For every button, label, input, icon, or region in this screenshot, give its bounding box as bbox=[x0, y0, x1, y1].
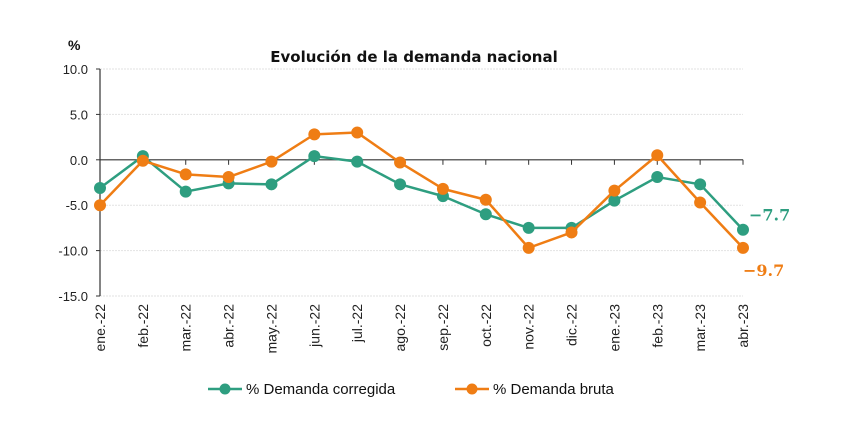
data-point bbox=[136, 154, 149, 167]
series bbox=[94, 126, 749, 254]
data-point bbox=[694, 196, 707, 209]
x-tick-label: ene.-23 bbox=[606, 304, 622, 352]
x-tick-label: dic.-22 bbox=[564, 304, 580, 346]
chart-title: Evolución de la demanda nacional bbox=[270, 48, 558, 66]
data-point bbox=[737, 223, 749, 236]
x-tick-label: mar.-23 bbox=[692, 304, 708, 352]
y-axis-unit-label: % bbox=[68, 37, 81, 53]
x-tick-label: abr.-22 bbox=[221, 304, 237, 348]
end-value-label: −7.7 bbox=[749, 206, 790, 225]
data-point bbox=[522, 221, 535, 234]
x-tick-label: ene.-22 bbox=[92, 304, 108, 352]
y-axis-ticks: 10.0 5.0 0.0 -5.0 -10.0 -15.0 bbox=[58, 62, 88, 304]
legend-label: % Demanda bruta bbox=[493, 381, 615, 398]
series-line bbox=[99, 154, 744, 231]
x-tick-label: sep.-22 bbox=[435, 304, 451, 351]
data-point bbox=[694, 178, 707, 191]
x-tick-label: mar.-22 bbox=[178, 304, 194, 352]
data-point bbox=[737, 241, 749, 254]
data-point bbox=[222, 171, 235, 184]
data-point bbox=[94, 199, 106, 212]
legend-swatch-marker bbox=[466, 383, 478, 395]
data-point bbox=[479, 193, 492, 206]
x-tick-label: ago.-22 bbox=[392, 304, 408, 352]
x-tick-label: jun.-22 bbox=[306, 304, 322, 348]
x-tick-label: feb.-22 bbox=[135, 304, 151, 348]
x-tick-label: may.-22 bbox=[263, 304, 279, 354]
y-tick-label: -15.0 bbox=[58, 289, 88, 304]
gridlines bbox=[100, 68, 743, 297]
data-point bbox=[179, 185, 192, 198]
data-point bbox=[351, 126, 364, 139]
legend-item: % Demanda corregida bbox=[208, 381, 396, 398]
x-tick-label: nov.-22 bbox=[521, 304, 537, 350]
data-point bbox=[608, 194, 621, 207]
series-demanda-bruta bbox=[94, 126, 749, 254]
data-point bbox=[179, 168, 192, 181]
data-point bbox=[651, 171, 664, 184]
legend-label: % Demanda corregida bbox=[246, 381, 396, 398]
x-tick-label: abr.-23 bbox=[735, 304, 751, 348]
x-axis-ticks: ene.-22 feb.-22 mar.-22 abr.-22 may.-22 jun.-… bbox=[92, 159, 751, 354]
x-tick-label: oct.-22 bbox=[478, 304, 494, 347]
x-tick-label: feb.-23 bbox=[649, 304, 665, 348]
y-tick-label: 10.0 bbox=[63, 62, 88, 77]
y-tick-label: 5.0 bbox=[70, 107, 88, 122]
y-tick-label: -5.0 bbox=[66, 198, 88, 213]
data-point bbox=[265, 155, 278, 168]
series-line bbox=[99, 131, 744, 250]
data-point bbox=[565, 226, 578, 239]
data-point bbox=[479, 208, 492, 221]
data-point bbox=[351, 155, 364, 168]
data-point bbox=[308, 150, 321, 163]
data-point bbox=[94, 181, 106, 194]
legend-item: % Demanda bruta bbox=[455, 381, 615, 398]
end-value-label: −9.7 bbox=[743, 261, 784, 280]
series-demanda-corregida bbox=[94, 150, 749, 236]
data-point bbox=[608, 184, 621, 197]
data-point bbox=[308, 128, 321, 141]
end-labels: −7.7 −9.7 bbox=[743, 206, 790, 280]
y-tick-label: 0.0 bbox=[70, 153, 88, 168]
y-tick-label: -10.0 bbox=[58, 244, 88, 259]
data-point bbox=[651, 149, 664, 162]
data-point bbox=[522, 241, 535, 254]
legend-swatch-marker bbox=[219, 383, 231, 395]
data-point bbox=[436, 182, 449, 195]
data-point bbox=[394, 156, 407, 169]
data-point bbox=[265, 178, 278, 191]
legend: % Demanda corregida % Demanda bruta bbox=[208, 381, 615, 398]
x-tick-label: jul.-22 bbox=[349, 304, 365, 343]
data-point bbox=[394, 178, 407, 191]
